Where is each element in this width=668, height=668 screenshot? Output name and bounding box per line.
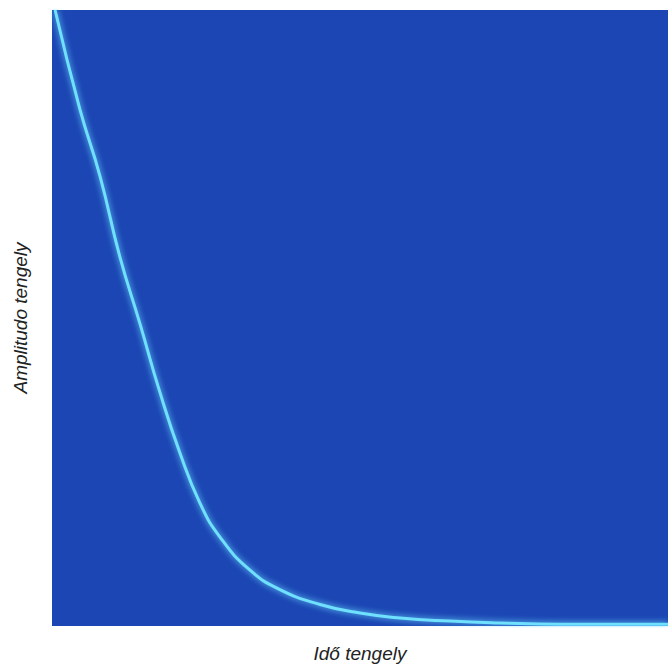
svg-text:Idő tengely: Idő tengely bbox=[314, 643, 408, 664]
svg-text:Amplitudo tengely: Amplitudo tengely bbox=[10, 241, 31, 395]
